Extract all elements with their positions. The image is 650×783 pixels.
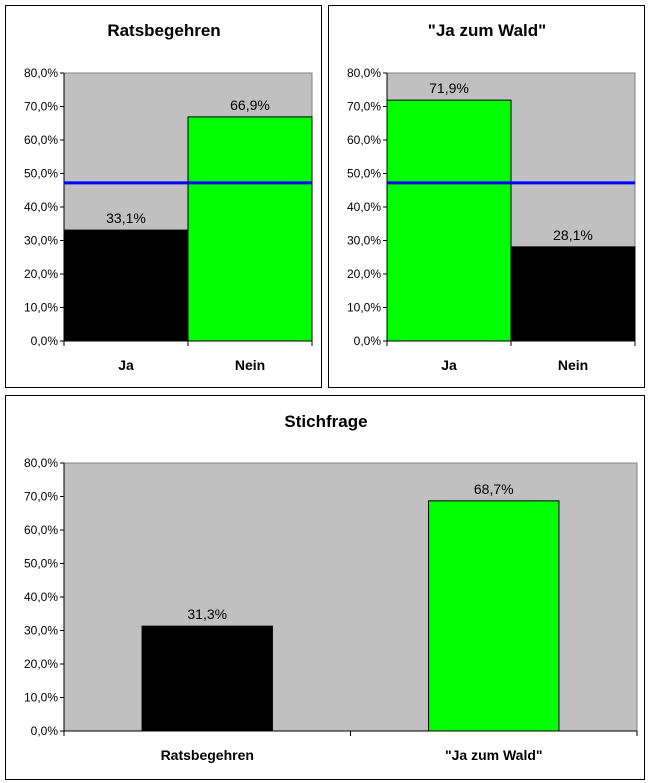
y-tick-label: 50,0%: [24, 167, 58, 181]
y-tick-label: 80,0%: [24, 66, 58, 80]
y-tick-label: 20,0%: [347, 267, 381, 281]
data-label: 71,9%: [429, 80, 469, 96]
y-tick-label: 20,0%: [24, 657, 58, 671]
bar-2: [428, 500, 560, 732]
y-tick-label: 80,0%: [347, 66, 381, 80]
y-tick-label: 0,0%: [31, 334, 59, 348]
y-tick-label: 10,0%: [24, 301, 58, 315]
chart-title: "Ja zum Wald": [428, 21, 546, 40]
chart-ja-zum-wald: "Ja zum Wald" 0,0% 10,0% 20,0% 30,0% 40,0% 50…: [347, 21, 636, 373]
y-tick-label: 30,0%: [24, 234, 58, 248]
chart-panel-ratsbegehren: Ratsbegehren 0,0% 10,0% 20,0% 30,0% 40,0% 50,…: [5, 5, 322, 388]
y-tick-label: 60,0%: [24, 133, 58, 147]
y-tick-label: 30,0%: [347, 234, 381, 248]
chart-stichfrage: Stichfrage 0,0% 10,0% 20,0% 30,0% 40,0% 50,0%…: [24, 412, 638, 763]
y-tick-label: 60,0%: [347, 133, 381, 147]
data-label: 31,3%: [187, 606, 227, 622]
bar-2: [510, 246, 636, 342]
x-category-label: Ja: [118, 357, 134, 373]
y-tick-label: 40,0%: [347, 200, 381, 214]
y-tick-label: 0,0%: [31, 724, 59, 738]
chart-panel-stichfrage: Stichfrage 0,0% 10,0% 20,0% 30,0% 40,0% 50,0%…: [5, 395, 645, 780]
y-tick-label: 40,0%: [24, 200, 58, 214]
y-tick-label: 10,0%: [347, 301, 381, 315]
chart-title: Ratsbegehren: [107, 21, 220, 40]
chart-title: Stichfrage: [284, 412, 367, 431]
bar-1: [141, 625, 273, 732]
data-label: 28,1%: [553, 227, 593, 243]
y-tick-label: 40,0%: [24, 590, 58, 604]
y-tick-label: 20,0%: [24, 267, 58, 281]
x-category-label: Ratsbegehren: [161, 747, 254, 763]
data-label: 66,9%: [230, 97, 270, 113]
chart-panel-ja-zum-wald: "Ja zum Wald" 0,0% 10,0% 20,0% 30,0% 40,0% 50…: [328, 5, 645, 388]
x-category-label: Nein: [558, 357, 588, 373]
bar-1: [386, 99, 512, 342]
y-tick-label: 70,0%: [347, 100, 381, 114]
data-label: 33,1%: [106, 210, 146, 226]
x-category-label: Ja: [441, 357, 457, 373]
y-tick-label: 60,0%: [24, 523, 58, 537]
y-tick-label: 80,0%: [24, 456, 58, 470]
bar-1: [63, 229, 189, 342]
y-tick-label: 10,0%: [24, 691, 58, 705]
x-category-label: Nein: [235, 357, 265, 373]
y-tick-label: 70,0%: [24, 100, 58, 114]
chart-ratsbegehren: Ratsbegehren 0,0% 10,0% 20,0% 30,0% 40,0% 50,…: [24, 21, 313, 373]
x-category-label: "Ja zum Wald": [445, 747, 543, 763]
y-tick-label: 50,0%: [24, 557, 58, 571]
data-label: 68,7%: [474, 481, 514, 497]
y-tick-label: 30,0%: [24, 624, 58, 638]
y-tick-label: 70,0%: [24, 490, 58, 504]
bar-2: [187, 116, 313, 342]
y-tick-label: 50,0%: [347, 167, 381, 181]
y-tick-label: 0,0%: [354, 334, 382, 348]
